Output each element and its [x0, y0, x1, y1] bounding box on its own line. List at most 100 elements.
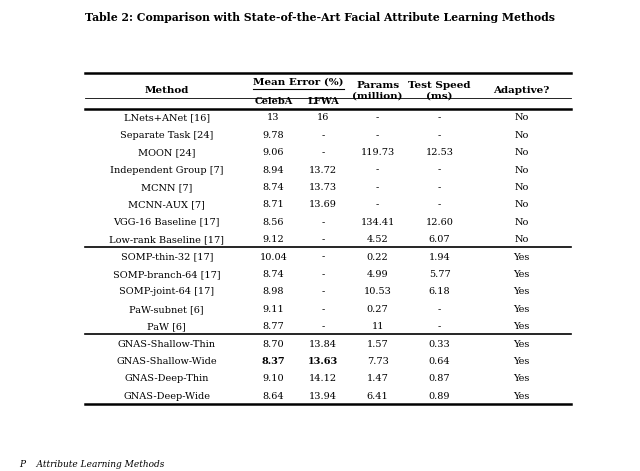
Text: Params
(million): Params (million) — [353, 81, 403, 101]
Text: LFWA: LFWA — [307, 97, 339, 106]
Text: -: - — [438, 131, 441, 140]
Text: Yes: Yes — [513, 252, 530, 261]
Text: -: - — [438, 200, 441, 209]
Text: PaW [6]: PaW [6] — [147, 322, 186, 331]
Text: 9.12: 9.12 — [262, 235, 284, 244]
Text: 119.73: 119.73 — [360, 148, 395, 157]
Text: Mean Error (%): Mean Error (%) — [253, 77, 344, 86]
Text: 12.53: 12.53 — [426, 148, 454, 157]
Text: -: - — [376, 131, 380, 140]
Text: 10.53: 10.53 — [364, 287, 392, 296]
Text: No: No — [515, 114, 529, 122]
Text: 8.64: 8.64 — [262, 392, 284, 401]
Text: 0.89: 0.89 — [429, 392, 451, 401]
Text: Yes: Yes — [513, 305, 530, 314]
Text: Yes: Yes — [513, 392, 530, 401]
Text: Method: Method — [145, 87, 189, 96]
Text: LNets+ANet [16]: LNets+ANet [16] — [124, 114, 210, 122]
Text: GNAS-Shallow-Wide: GNAS-Shallow-Wide — [116, 357, 217, 366]
Text: -: - — [321, 287, 324, 296]
Text: MOON [24]: MOON [24] — [138, 148, 196, 157]
Text: 0.87: 0.87 — [429, 374, 451, 383]
Text: 9.10: 9.10 — [262, 374, 284, 383]
Text: -: - — [438, 322, 441, 331]
Text: 7.73: 7.73 — [367, 357, 388, 366]
Text: 6.07: 6.07 — [429, 235, 451, 244]
Text: Separate Task [24]: Separate Task [24] — [120, 131, 214, 140]
Text: GNAS-Deep-Thin: GNAS-Deep-Thin — [125, 374, 209, 383]
Text: -: - — [376, 114, 380, 122]
Text: 8.74: 8.74 — [262, 270, 284, 279]
Text: No: No — [515, 200, 529, 209]
Text: 0.33: 0.33 — [429, 340, 451, 349]
Text: No: No — [515, 131, 529, 140]
Text: -: - — [376, 200, 380, 209]
Text: No: No — [515, 148, 529, 157]
Text: -: - — [321, 148, 324, 157]
Text: 8.74: 8.74 — [262, 183, 284, 192]
Text: VGG-16 Baseline [17]: VGG-16 Baseline [17] — [113, 218, 220, 227]
Text: 13.94: 13.94 — [309, 392, 337, 401]
Text: -: - — [321, 218, 324, 227]
Text: 12.60: 12.60 — [426, 218, 454, 227]
Text: 9.78: 9.78 — [262, 131, 284, 140]
Text: GNAS-Deep-Wide: GNAS-Deep-Wide — [124, 392, 211, 401]
Text: PaW-subnet [6]: PaW-subnet [6] — [129, 305, 204, 314]
Text: 6.41: 6.41 — [367, 392, 388, 401]
Text: 13.73: 13.73 — [309, 183, 337, 192]
Text: 9.11: 9.11 — [262, 305, 284, 314]
Text: Yes: Yes — [513, 374, 530, 383]
Text: 11: 11 — [371, 322, 384, 331]
Text: Independent Group [7]: Independent Group [7] — [110, 165, 223, 175]
Text: CelebA: CelebA — [254, 97, 292, 106]
Text: -: - — [438, 305, 441, 314]
Text: 6.18: 6.18 — [429, 287, 451, 296]
Text: -: - — [438, 183, 441, 192]
Text: -: - — [321, 252, 324, 261]
Text: 8.37: 8.37 — [262, 357, 285, 366]
Text: No: No — [515, 218, 529, 227]
Text: 8.98: 8.98 — [262, 287, 284, 296]
Text: 1.94: 1.94 — [429, 252, 451, 261]
Text: P    Attribute Learning Methods: P Attribute Learning Methods — [19, 460, 164, 469]
Text: SOMP-thin-32 [17]: SOMP-thin-32 [17] — [120, 252, 213, 261]
Text: MCNN-AUX [7]: MCNN-AUX [7] — [129, 200, 205, 209]
Text: 1.47: 1.47 — [367, 374, 388, 383]
Text: 4.99: 4.99 — [367, 270, 388, 279]
Text: 8.56: 8.56 — [262, 218, 284, 227]
Text: SOMP-joint-64 [17]: SOMP-joint-64 [17] — [119, 287, 214, 296]
Text: 134.41: 134.41 — [360, 218, 395, 227]
Text: -: - — [438, 114, 441, 122]
Text: -: - — [321, 131, 324, 140]
Text: -: - — [321, 270, 324, 279]
Text: 4.52: 4.52 — [367, 235, 388, 244]
Text: MCNN [7]: MCNN [7] — [141, 183, 193, 192]
Text: Yes: Yes — [513, 340, 530, 349]
Text: Table 2: Comparison with State-of-the-Art Facial Attribute Learning Methods: Table 2: Comparison with State-of-the-Ar… — [85, 12, 555, 23]
Text: Test Speed
(ms): Test Speed (ms) — [408, 81, 471, 101]
Text: -: - — [321, 235, 324, 244]
Text: -: - — [376, 183, 380, 192]
Text: -: - — [321, 322, 324, 331]
Text: 13.63: 13.63 — [308, 357, 338, 366]
Text: GNAS-Shallow-Thin: GNAS-Shallow-Thin — [118, 340, 216, 349]
Text: 13.69: 13.69 — [309, 200, 337, 209]
Text: 5.77: 5.77 — [429, 270, 451, 279]
Text: Low-rank Baseline [17]: Low-rank Baseline [17] — [109, 235, 224, 244]
Text: 9.06: 9.06 — [262, 148, 284, 157]
Text: 13.72: 13.72 — [309, 165, 337, 175]
Text: SOMP-branch-64 [17]: SOMP-branch-64 [17] — [113, 270, 221, 279]
Text: 1.57: 1.57 — [367, 340, 388, 349]
Text: 8.94: 8.94 — [262, 165, 284, 175]
Text: 16: 16 — [317, 114, 329, 122]
Text: Yes: Yes — [513, 270, 530, 279]
Text: 10.04: 10.04 — [259, 252, 287, 261]
Text: 13.84: 13.84 — [309, 340, 337, 349]
Text: 14.12: 14.12 — [309, 374, 337, 383]
Text: -: - — [376, 165, 380, 175]
Text: 8.70: 8.70 — [262, 340, 284, 349]
Text: 0.27: 0.27 — [367, 305, 388, 314]
Text: Adaptive?: Adaptive? — [493, 87, 550, 96]
Text: No: No — [515, 235, 529, 244]
Text: 8.71: 8.71 — [262, 200, 284, 209]
